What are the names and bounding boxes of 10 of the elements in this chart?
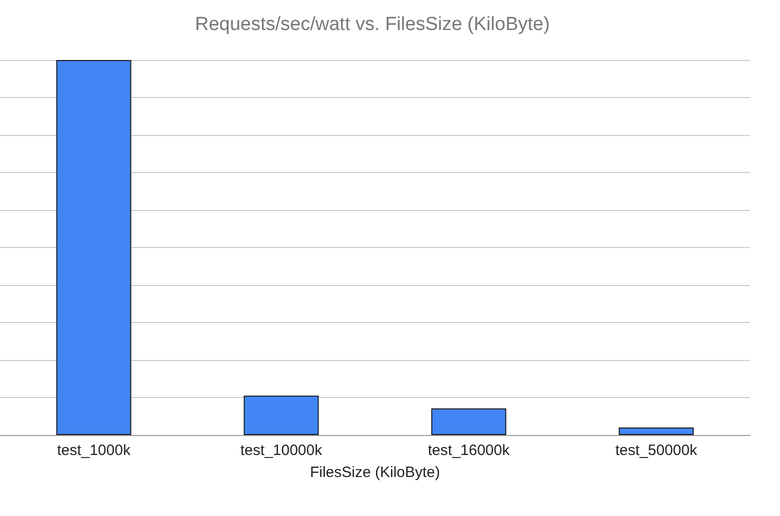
x-tick-label: test_50000k <box>615 442 698 459</box>
bar <box>56 60 132 435</box>
bar <box>618 428 694 435</box>
bar <box>244 396 319 435</box>
x-axis-title: FilesSize (KiloByte) <box>310 464 440 481</box>
chart-title: Requests/sec/watt vs. FilesSize (KiloByte) <box>195 14 550 35</box>
x-tick-label: test_1000k <box>57 442 131 459</box>
bar <box>431 408 506 435</box>
x-tick-label: test_16000k <box>428 442 510 459</box>
x-tick-label: test_10000k <box>240 442 323 459</box>
